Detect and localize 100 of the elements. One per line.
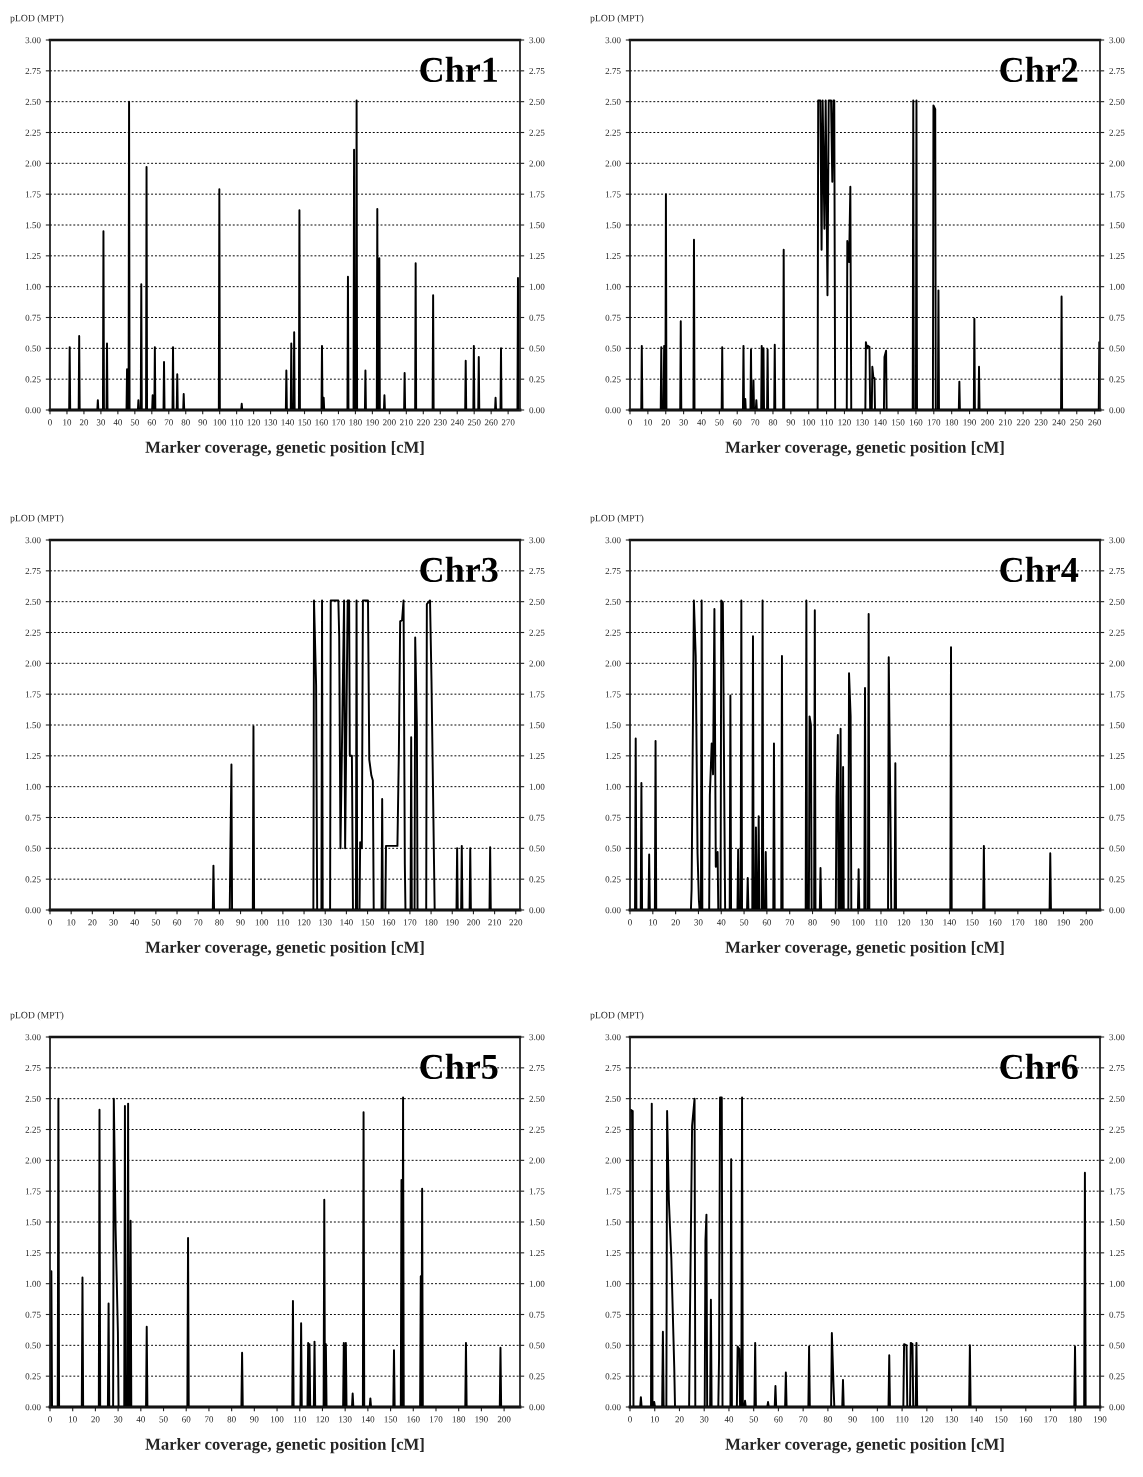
x-tick-label: 120	[316, 1416, 329, 1423]
x-tick-label: 230	[1034, 419, 1048, 426]
y2-tick-label: 0.00	[1109, 907, 1125, 914]
y2-tick-label: 2.25	[529, 1126, 545, 1133]
x-tick-label: 20	[88, 919, 97, 926]
x-tick-label: 170	[927, 419, 941, 426]
x-tick-label: 190	[366, 419, 379, 426]
y-tick-label: 0.00	[25, 407, 41, 414]
y-tick-label: 1.00	[605, 783, 621, 790]
y2-tick-label: 1.75	[529, 191, 545, 198]
x-tick-label: 200	[497, 1416, 511, 1423]
y-tick-label: 1.00	[605, 283, 621, 290]
y-tick-label: 1.50	[605, 722, 621, 729]
y-tick-label: 2.75	[605, 67, 621, 75]
x-tick-label: 200	[382, 419, 396, 426]
y-tick-label: 0.75	[25, 1311, 41, 1318]
x-tick-label: 170	[430, 1416, 443, 1423]
y2-tick-label: 1.50	[529, 722, 545, 729]
x-tick-label: 170	[1044, 1416, 1057, 1423]
y-tick-label: 2.25	[25, 1126, 41, 1133]
y-tick-label: 2.00	[25, 160, 41, 167]
x-tick-label: 60	[762, 919, 772, 926]
y-tick-label: 0.50	[605, 1342, 621, 1349]
x-tick-label: 220	[1016, 419, 1030, 426]
y2-tick-label: 0.50	[1109, 345, 1125, 352]
y-tick-label: 0.75	[605, 314, 621, 321]
x-tick-label: 140	[943, 919, 956, 926]
y2-tick-label: 0.00	[529, 1404, 545, 1411]
y2-tick-label: 2.75	[529, 567, 545, 575]
y2-tick-label: 1.00	[1109, 1280, 1125, 1287]
y-tick-label: 0.50	[25, 845, 41, 852]
y2-tick-label: 0.50	[529, 1342, 545, 1349]
x-tick-label: 170	[1011, 919, 1025, 926]
y-tick-label: 3.00	[605, 37, 621, 44]
y2-tick-label: 3.00	[529, 1034, 545, 1041]
x-tick-label: 110	[896, 1416, 909, 1423]
x-tick-label: 20	[675, 1416, 684, 1423]
y2-tick-label: 0.50	[529, 345, 545, 352]
y-tick-label: 2.00	[605, 1157, 621, 1164]
y2-tick-label: 1.25	[529, 752, 545, 760]
y2-tick-label: 2.50	[529, 98, 545, 105]
y-tick-label: 1.50	[25, 1219, 41, 1226]
y-tick-label: 0.00	[605, 407, 621, 414]
y-tick-label: 3.00	[25, 537, 41, 544]
x-tick-label: 140	[970, 1416, 983, 1423]
x-tick-label: 100	[871, 1416, 884, 1423]
y2-tick-label: 0.75	[1109, 814, 1125, 821]
y-tick-label: 0.25	[25, 376, 41, 383]
y2-tick-label: 1.75	[1109, 191, 1125, 198]
y-tick-label: 2.00	[605, 160, 621, 167]
chart-title: Chr3	[420, 556, 498, 583]
y2-tick-label: 1.50	[1109, 1219, 1125, 1226]
x-tick-label: 0	[628, 1416, 632, 1423]
chart-title: Chr4	[1000, 556, 1079, 583]
x-tick-label: 70	[751, 419, 760, 426]
y-tick-label: 0.00	[25, 1404, 41, 1411]
y-tick-label: 1.75	[605, 1188, 621, 1195]
x-tick-label: 200	[1079, 919, 1093, 926]
x-tick-label: 50	[159, 1416, 168, 1423]
y-tick-label: 0.00	[605, 907, 621, 914]
x-tick-label: 140	[361, 1416, 375, 1423]
x-tick-label: 30	[700, 1416, 709, 1423]
x-tick-label: 50	[749, 1416, 758, 1423]
y2-tick-label: 0.50	[1109, 1342, 1125, 1349]
y-tick-label: 0.00	[25, 907, 41, 914]
x-tick-label: 240	[450, 419, 464, 426]
y-tick-label: 3.00	[605, 1034, 621, 1041]
x-tick-label: 150	[384, 1416, 398, 1423]
x-tick-label: 100	[213, 419, 227, 426]
y-tick-label: 1.00	[25, 783, 41, 790]
x-tick-label: 270	[501, 419, 515, 426]
x-tick-label: 100	[852, 919, 865, 926]
x-tick-label: 10	[63, 419, 72, 426]
x-tick-label: 120	[298, 919, 311, 926]
y2-tick-label: 0.75	[1109, 1311, 1125, 1318]
x-tick-label: 80	[227, 1416, 236, 1423]
x-tick-label: 80	[181, 419, 190, 426]
y2-tick-label: 2.75	[1109, 67, 1125, 75]
x-tick-label: 140	[874, 419, 887, 426]
y2-tick-label: 0.75	[529, 314, 545, 321]
y2-tick-label: 1.75	[529, 1188, 545, 1195]
chart-title: Chr6	[1000, 1053, 1078, 1080]
y-tick-label: 2.25	[25, 629, 41, 636]
x-tick-label: 130	[339, 1416, 352, 1423]
x-tick-label: 60	[182, 1416, 191, 1423]
y-tick-label: 3.00	[605, 537, 621, 544]
x-tick-label: 10	[644, 419, 653, 426]
x-tick-label: 0	[48, 419, 52, 426]
y2-tick-label: 2.00	[1109, 1157, 1125, 1164]
x-tick-label: 160	[382, 919, 396, 926]
x-tick-label: 30	[109, 919, 118, 926]
x-tick-label: 180	[945, 419, 959, 426]
y2-tick-label: 1.25	[1109, 1249, 1125, 1257]
x-tick-label: 60	[147, 419, 156, 426]
x-tick-label: 200	[467, 919, 480, 926]
x-tick-label: 70	[785, 919, 794, 926]
x-tick-label: 90	[831, 919, 840, 926]
chart-title: Chr2	[1000, 56, 1078, 83]
y-tick-label: 0.50	[25, 345, 41, 352]
x-tick-label: 70	[164, 419, 173, 426]
